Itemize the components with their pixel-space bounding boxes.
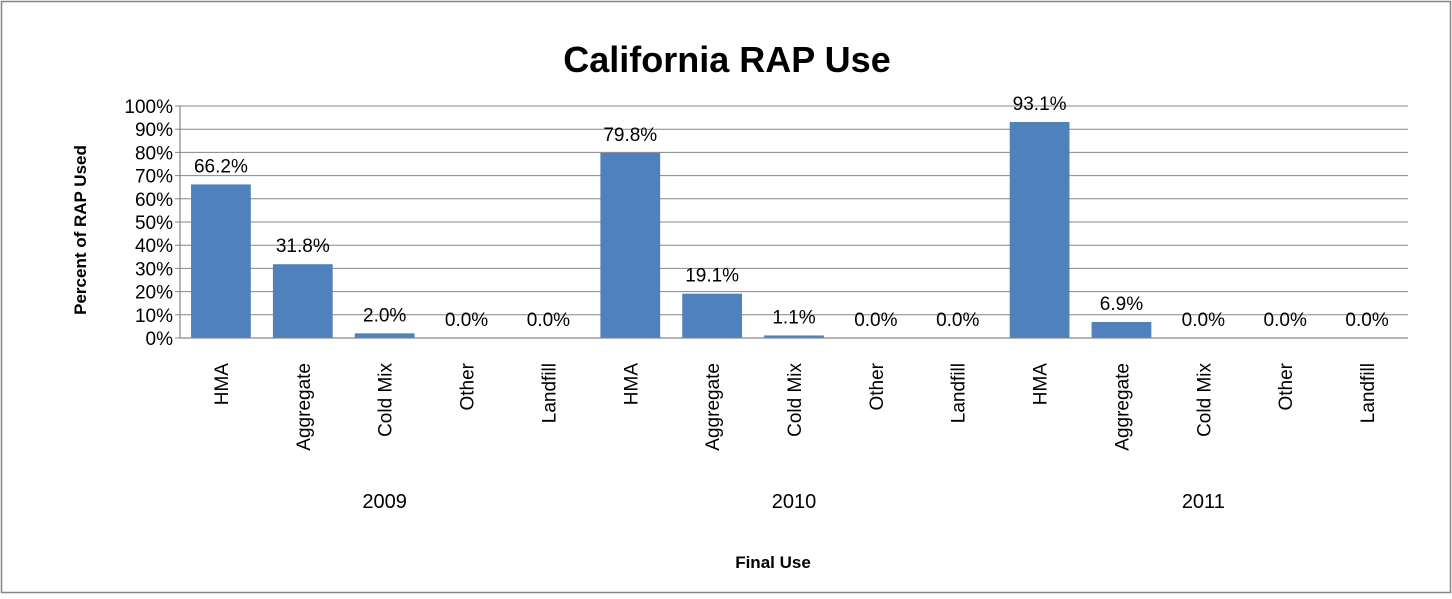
y-tick-label: 0%: [146, 329, 174, 350]
bar-2011-aggregate: [1091, 321, 1152, 338]
category-label: Aggregate: [1112, 363, 1133, 451]
category-label: Landfill: [539, 363, 560, 423]
y-tick-label: 60%: [135, 190, 173, 211]
bars: [191, 122, 1152, 339]
y-tick-label: 70%: [135, 167, 173, 188]
category-label: Landfill: [1358, 363, 1379, 423]
y-tick-label: 50%: [135, 213, 173, 234]
category-label: Other: [458, 362, 479, 410]
category-label: Cold Mix: [376, 363, 397, 437]
category-label: Other: [867, 362, 888, 410]
y-tick-label: 40%: [135, 236, 173, 257]
y-axis-title: Percent of RAP Used: [71, 145, 90, 315]
data-label: 19.1%: [685, 266, 739, 287]
category-label: Aggregate: [294, 363, 315, 451]
group-label-2011: 2011: [1182, 491, 1225, 513]
data-label: 0.0%: [936, 310, 979, 331]
data-label: 66.2%: [194, 156, 248, 177]
y-tick-label: 30%: [135, 259, 173, 280]
bar-2009-cold-mix: [354, 333, 415, 338]
group-labels: 2009 2010 2011: [362, 491, 1224, 513]
category-label: Aggregate: [703, 363, 724, 451]
axes: [175, 105, 1408, 339]
data-label: 31.8%: [276, 236, 330, 257]
chart-title: California RAP Use: [563, 39, 890, 80]
data-label: 0.0%: [1182, 310, 1225, 331]
y-tick-label: 10%: [135, 306, 173, 327]
data-label: 0.0%: [1264, 310, 1307, 331]
category-label: HMA: [212, 363, 233, 406]
category-label: HMA: [1031, 363, 1052, 406]
bar-2010-hma: [600, 152, 661, 338]
y-tick-label: 20%: [135, 283, 173, 304]
bar-2010-aggregate: [682, 293, 743, 338]
category-label: Landfill: [949, 363, 970, 423]
category-label: Other: [1276, 362, 1297, 410]
y-tick-label: 90%: [135, 120, 173, 141]
data-label: 0.0%: [1345, 310, 1388, 331]
gridlines: [180, 105, 1408, 316]
category-label: Cold Mix: [785, 363, 806, 437]
category-label: HMA: [621, 363, 642, 406]
y-tick-label: 80%: [135, 143, 173, 164]
category-label: Cold Mix: [1194, 363, 1215, 437]
group-label-2010: 2010: [772, 491, 817, 513]
bar-2010-cold-mix: [764, 335, 824, 338]
data-label: 93.1%: [1013, 94, 1067, 115]
y-tick-label: 100%: [124, 97, 173, 118]
category-labels: HMA Aggregate Cold Mix Other Landfill HMA Aggr…: [212, 362, 1379, 450]
group-label-2009: 2009: [362, 491, 407, 513]
data-label: 2.0%: [363, 305, 406, 326]
data-label: 0.0%: [445, 310, 488, 331]
x-axis-title: Final Use: [735, 553, 811, 572]
bar-2011-hma: [1009, 122, 1070, 339]
data-label: 6.9%: [1100, 294, 1143, 315]
data-label: 79.8%: [603, 125, 657, 146]
data-labels: 66.2% 31.8% 2.0% 0.0% 0.0% 79.8% 19.1% 1.1% 0.0%…: [194, 94, 1389, 331]
bar-2009-aggregate: [272, 264, 333, 338]
data-label: 0.0%: [854, 310, 897, 331]
y-axis-ticks: 0%10%20% 30%40%50%60%70% 80%90%100%: [124, 97, 173, 350]
data-label: 1.1%: [772, 307, 815, 328]
data-label: 0.0%: [527, 310, 570, 331]
bar-2009-hma: [191, 184, 251, 338]
